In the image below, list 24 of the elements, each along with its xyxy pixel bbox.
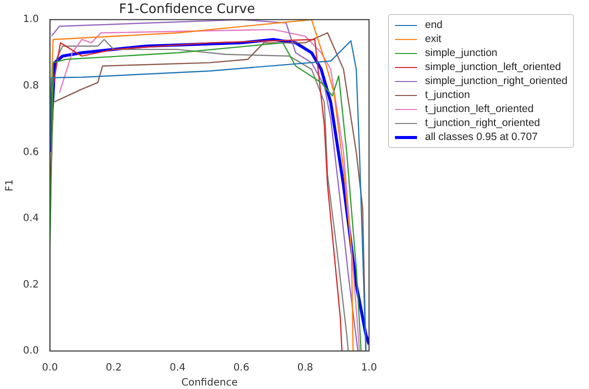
legend-label: t_junction_right_oriented bbox=[425, 117, 540, 129]
legend-label: simple_junction_right_oriented bbox=[425, 75, 568, 87]
y-tick-label: 0.2 bbox=[22, 279, 39, 290]
y-axis-title: F1 bbox=[4, 179, 16, 192]
legend-label: t_junction bbox=[425, 89, 470, 101]
chart-title: F1-Confidence Curve bbox=[118, 2, 256, 18]
legend-label: exit bbox=[425, 33, 442, 45]
x-tick-label: 1.0 bbox=[361, 362, 377, 374]
legend-label: simple_junction_left_oriented bbox=[425, 61, 562, 73]
legend-label: simple_junction bbox=[425, 47, 498, 59]
legend-label: all classes 0.95 at 0.707 bbox=[425, 131, 538, 143]
x-tick-label: 0.0 bbox=[42, 362, 58, 374]
x-tick-label: 0.8 bbox=[297, 362, 314, 374]
legend-label: end bbox=[425, 19, 443, 31]
legend-label: t_junction_left_oriented bbox=[425, 103, 534, 115]
x-axis-title: Confidence bbox=[181, 378, 238, 389]
y-tick-label: 0.4 bbox=[22, 213, 39, 224]
y-tick-label: 1.0 bbox=[22, 14, 39, 26]
x-tick-label: 0.6 bbox=[233, 362, 250, 374]
x-tick-label: 0.2 bbox=[106, 362, 122, 374]
y-tick-label: 0.6 bbox=[22, 146, 39, 158]
x-tick-label: 0.4 bbox=[170, 362, 186, 374]
y-tick-label: 0.0 bbox=[22, 346, 39, 357]
y-tick-label: 0.8 bbox=[22, 80, 39, 92]
